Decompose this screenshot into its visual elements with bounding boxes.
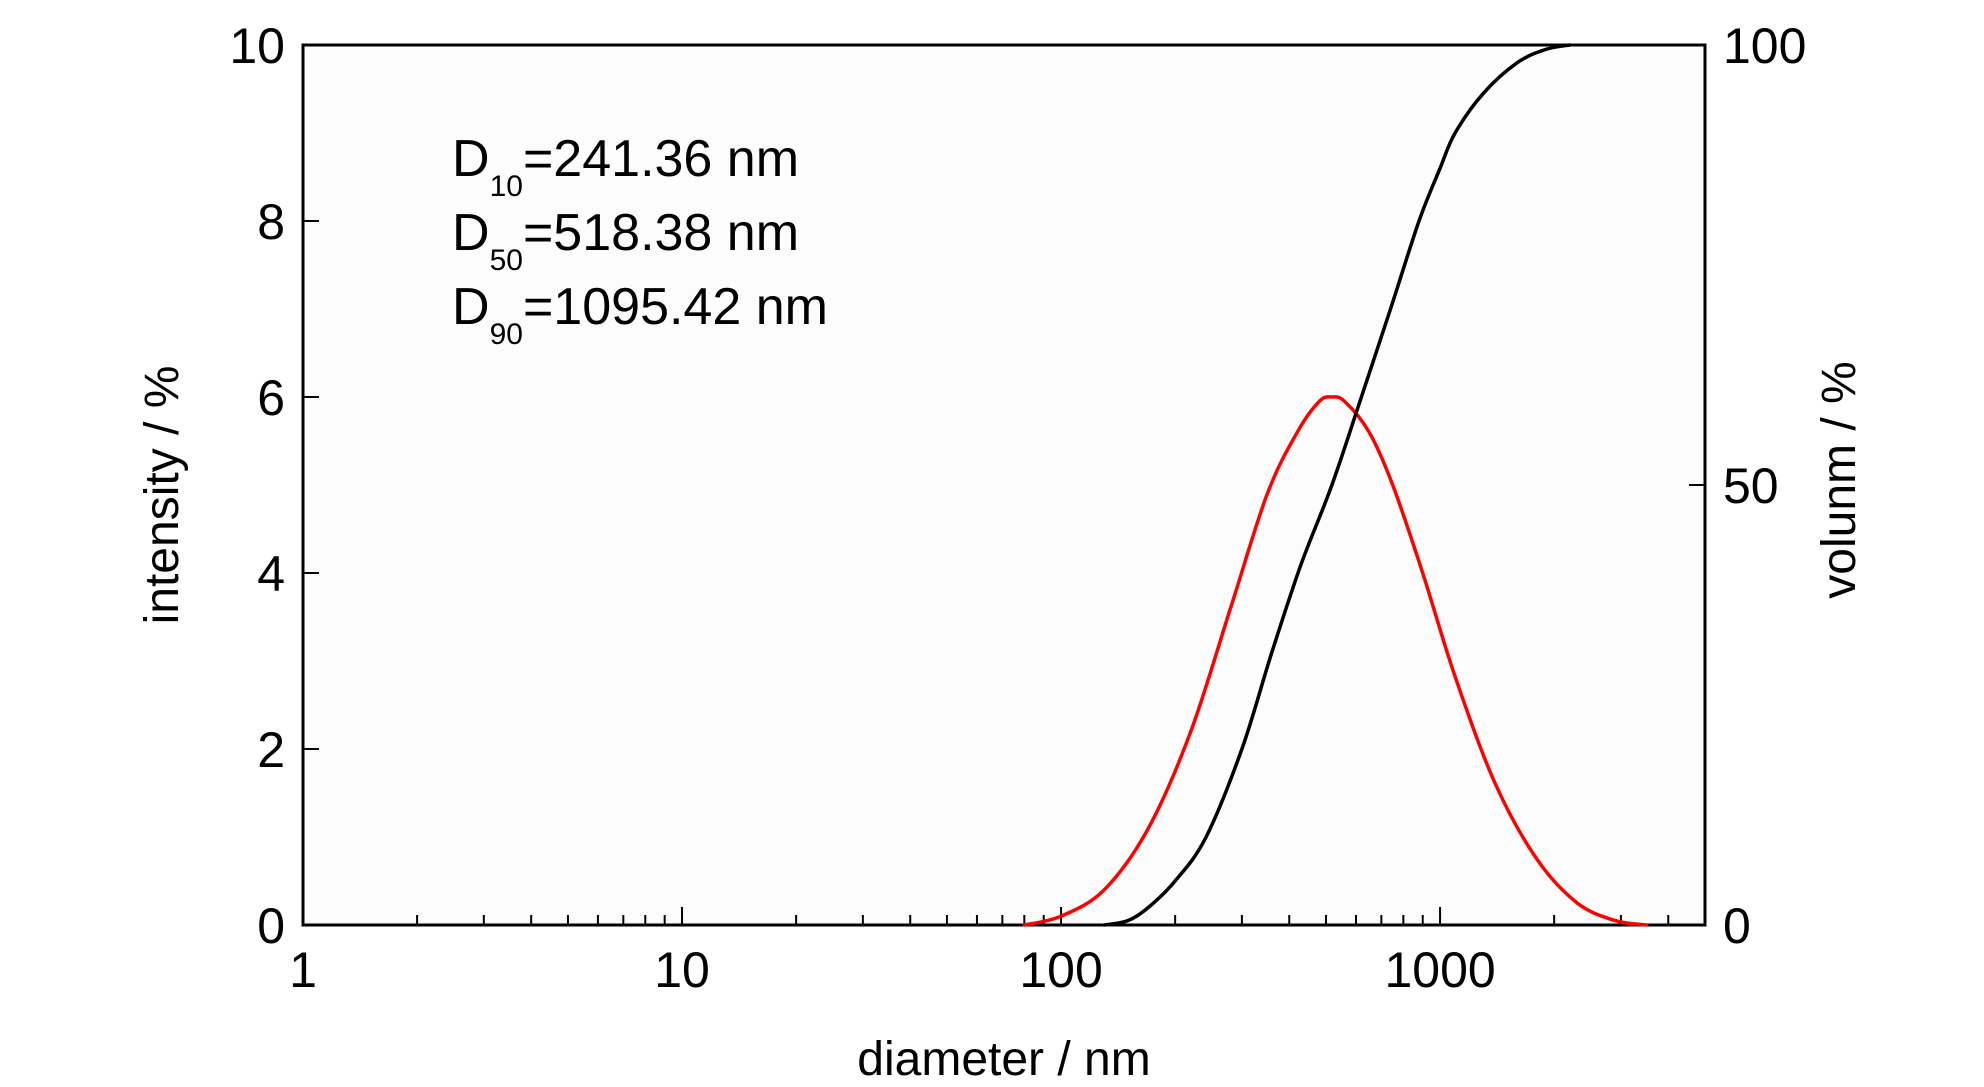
d50-annotation: D50=518.38 nm (452, 204, 799, 277)
plot-area (303, 45, 1705, 925)
y-right-axis-title: volunm / % (1813, 361, 1866, 598)
y-left-tick-label: 2 (257, 722, 285, 778)
d10-value: =241.36 nm (523, 130, 799, 188)
y-left-axis-ticks: 0 2 4 6 8 10 (229, 18, 319, 954)
y-right-axis-ticks: 0 50 100 (1689, 18, 1806, 954)
y-left-axis-title: intensity / % (136, 366, 189, 625)
d50-subscript: 50 (490, 244, 523, 277)
y-left-tick-label: 4 (257, 546, 285, 602)
y-left-tick-label: 0 (257, 898, 285, 954)
x-axis-title: diameter / nm (857, 1033, 1150, 1086)
x-tick-label: 100 (1019, 942, 1102, 998)
x-tick-label: 10 (654, 942, 710, 998)
intensity-distribution-line (1022, 395, 1649, 927)
d90-value: =1095.42 nm (523, 278, 828, 336)
volume-cumulative-line (1102, 43, 1572, 927)
y-right-tick-label: 0 (1723, 898, 1751, 954)
x-tick-label: 1 (289, 942, 317, 998)
y-left-tick-label: 6 (257, 370, 285, 426)
x-tick-label: 1000 (1384, 942, 1495, 998)
y-left-tick-label: 8 (257, 194, 285, 250)
d10-base: D (452, 130, 490, 188)
d10-subscript: 10 (490, 170, 523, 203)
d90-subscript: 90 (490, 318, 523, 351)
x-axis-ticks: 1 10 100 1000 (289, 907, 1706, 998)
y-right-tick-label: 50 (1723, 458, 1779, 514)
d50-base: D (452, 204, 490, 262)
series-layer (1022, 43, 1649, 927)
d50-value: =518.38 nm (523, 204, 799, 262)
d90-base: D (452, 278, 490, 336)
y-left-tick-label: 10 (229, 18, 285, 74)
d-values-annotation: D10=241.36 nm D50=518.38 nm D90=1095.42 … (452, 130, 828, 351)
d10-annotation: D10=241.36 nm (452, 130, 799, 203)
y-right-tick-label: 100 (1723, 18, 1806, 74)
d90-annotation: D90=1095.42 nm (452, 278, 828, 351)
